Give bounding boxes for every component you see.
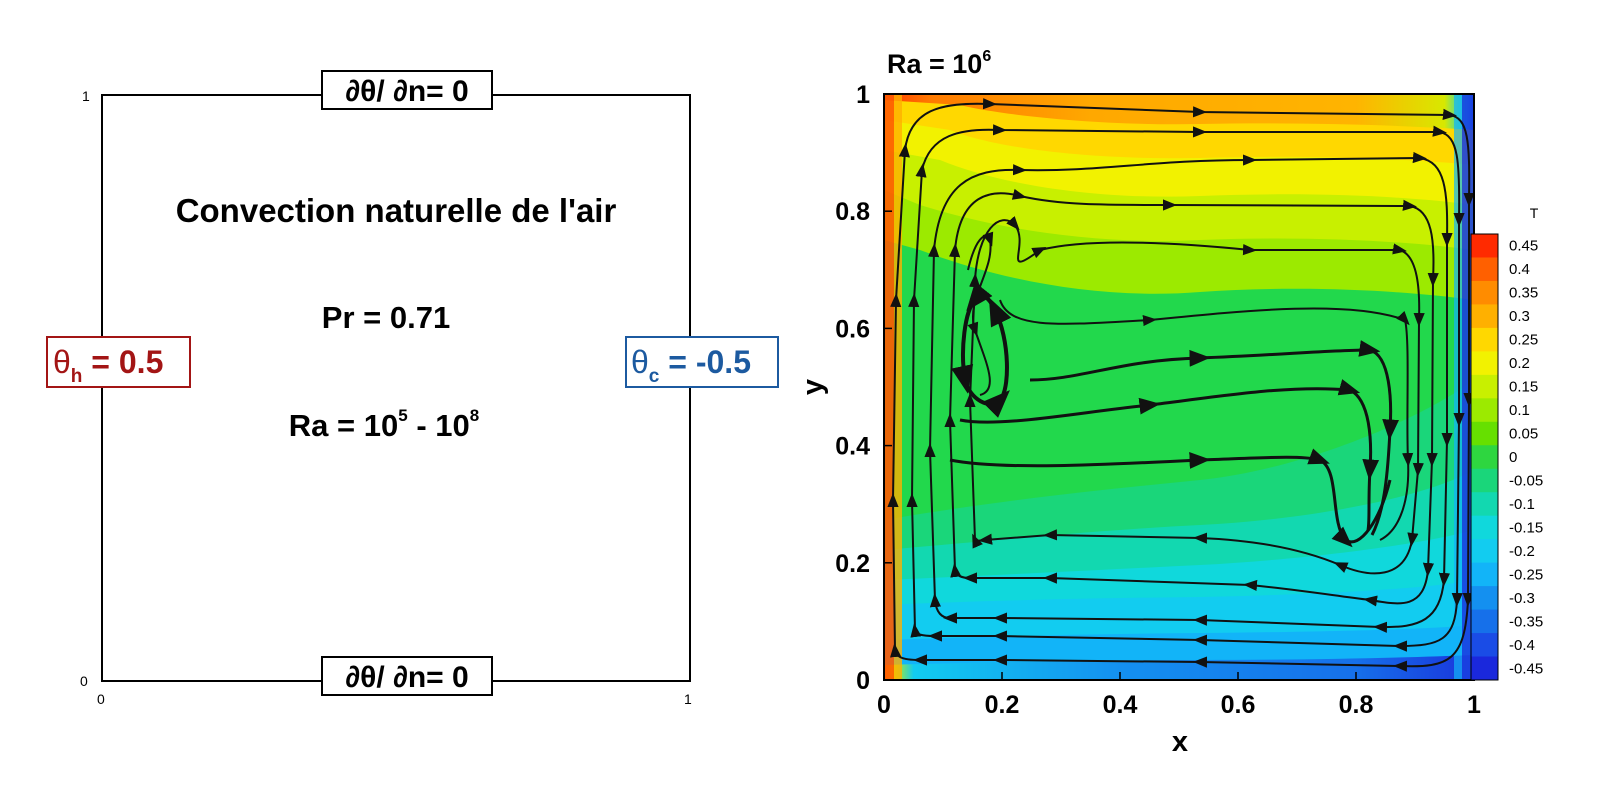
plot-title: Ra = 106 bbox=[887, 48, 991, 79]
colorbar-swatch bbox=[1471, 304, 1498, 329]
colorbar-label: -0.1 bbox=[1509, 496, 1535, 513]
streamline-3 bbox=[930, 158, 1447, 627]
colorbar-swatch bbox=[1471, 492, 1498, 517]
colorbar-swatch bbox=[1471, 609, 1498, 634]
colorbar-title: T bbox=[1530, 205, 1539, 221]
corner-one-x: 1 bbox=[684, 691, 692, 707]
streamline-10 bbox=[949, 448, 1392, 548]
y-axis-label: y bbox=[797, 379, 829, 395]
colorbar: 0.45 0.4 0.35 0.3 0.25 0.2 0.15 0.1 0.05 0 -0.05 -0… bbox=[1470, 233, 1543, 681]
colorbar-frame bbox=[1470, 233, 1499, 681]
colorbar-label: -0.4 bbox=[1509, 637, 1535, 654]
colorbar-swatch bbox=[1471, 351, 1498, 376]
colorbar-label: 0.25 bbox=[1509, 332, 1538, 349]
colorbar-label: 0.45 bbox=[1509, 238, 1538, 255]
x-tick-label: 0.2 bbox=[985, 691, 1020, 719]
x-tick-label: 0.4 bbox=[1103, 691, 1138, 719]
y-tick-label: 0 bbox=[856, 667, 870, 695]
schematic-title: Convection naturelle de l'air bbox=[176, 192, 617, 229]
colorbar-label: -0.25 bbox=[1509, 566, 1543, 583]
colorbar-label: 0.2 bbox=[1509, 355, 1530, 372]
hot-wall-label: θh = 0.5 bbox=[53, 344, 163, 387]
y-tick-label: 1 bbox=[856, 81, 870, 109]
colorbar-swatch bbox=[1471, 234, 1498, 258]
colorbar-swatch bbox=[1471, 398, 1498, 423]
x-tick-label: 0.8 bbox=[1339, 691, 1374, 719]
schematic-panel: 1 0 0 1 ∂θ/ ∂n= 0 ∂θ/ ∂n= 0 Convection n… bbox=[46, 70, 779, 707]
colorbar-swatch bbox=[1471, 374, 1498, 399]
top-bc-box bbox=[321, 70, 493, 110]
colorbar-label: 0.1 bbox=[1509, 402, 1530, 419]
bottom-bc-box bbox=[321, 656, 493, 696]
prandtl-label: Pr = 0.71 bbox=[322, 300, 450, 335]
colorbar-label: 0 bbox=[1509, 449, 1517, 466]
rayleigh-range-label: Ra = 105 - 108 bbox=[289, 406, 479, 443]
temperature-field bbox=[884, 94, 1474, 680]
top-bc-label: ∂θ/ ∂n= 0 bbox=[345, 75, 468, 108]
x-tick-label: 1 bbox=[1467, 691, 1481, 719]
streamlines bbox=[893, 104, 1469, 667]
colorbar-label: 0.3 bbox=[1509, 308, 1530, 325]
colorbar-swatch bbox=[1471, 656, 1498, 681]
colorbar-swatch bbox=[1471, 280, 1498, 305]
x-axis-label: x bbox=[1172, 726, 1188, 758]
colorbar-swatch bbox=[1471, 539, 1498, 564]
x-tick-label: 0 bbox=[877, 691, 891, 719]
colorbar-label: -0.3 bbox=[1509, 590, 1535, 607]
y-tick-label: 0.8 bbox=[835, 198, 870, 226]
colorbar-label: -0.45 bbox=[1509, 660, 1543, 677]
x-axis: 0 0.2 0.4 0.6 0.8 1 bbox=[877, 672, 1481, 719]
colorbar-label: 0.05 bbox=[1509, 426, 1538, 443]
colorbar-swatch bbox=[1471, 562, 1498, 587]
vortex-left bbox=[963, 296, 1007, 404]
colorbar-swatch bbox=[1471, 633, 1498, 658]
colorbar-label: -0.15 bbox=[1509, 519, 1543, 536]
y-tick-label: 0.2 bbox=[835, 550, 870, 578]
bottom-bc-label: ∂θ/ ∂n= 0 bbox=[345, 661, 468, 694]
y-axis: 0 0.2 0.4 0.6 0.8 1 bbox=[835, 81, 892, 695]
streamline-9 bbox=[959, 379, 1380, 531]
colorbar-swatch bbox=[1471, 586, 1498, 611]
y-tick-label: 0.6 bbox=[835, 315, 870, 343]
colorbar-label: -0.35 bbox=[1509, 613, 1543, 630]
colorbar-label: 0.15 bbox=[1509, 379, 1538, 396]
contour-plot: Ra = 106 bbox=[797, 48, 1543, 758]
streamline-7 bbox=[999, 299, 1414, 541]
streamline-8 bbox=[1029, 340, 1399, 536]
corner-one-y: 1 bbox=[82, 88, 90, 104]
colorbar-swatch bbox=[1471, 468, 1498, 493]
streamline-outer bbox=[893, 104, 1469, 667]
cold-wall-box bbox=[625, 336, 779, 388]
corner-zero-x: 0 bbox=[97, 691, 105, 707]
hot-wall-box bbox=[46, 336, 191, 388]
cold-wall-label: θc = -0.5 bbox=[631, 344, 751, 387]
x-tick-label: 0.6 bbox=[1221, 691, 1256, 719]
colorbar-swatch bbox=[1471, 445, 1498, 470]
colorbar-label: -0.05 bbox=[1509, 472, 1543, 489]
colorbar-swatch bbox=[1471, 257, 1498, 282]
y-tick-label: 0.4 bbox=[835, 433, 870, 461]
colorbar-swatch bbox=[1471, 421, 1498, 446]
streamline-4 bbox=[950, 193, 1434, 603]
colorbar-label: 0.4 bbox=[1509, 261, 1530, 278]
corner-zero-y: 0 bbox=[80, 673, 88, 689]
colorbar-swatch bbox=[1471, 327, 1498, 352]
colorbar-label: -0.2 bbox=[1509, 543, 1535, 560]
colorbar-swatch bbox=[1471, 515, 1498, 540]
colorbar-label: 0.35 bbox=[1509, 285, 1538, 302]
